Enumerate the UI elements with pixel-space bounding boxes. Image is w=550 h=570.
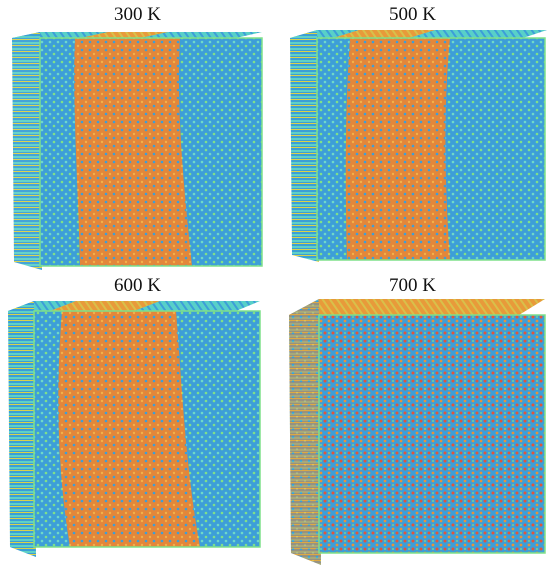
top-face-orange xyxy=(333,30,435,38)
crystal-box-600k xyxy=(8,301,261,557)
crystal-box-300k xyxy=(12,32,263,270)
orange-domain xyxy=(74,38,192,266)
panel-300k: 300 K xyxy=(0,0,275,275)
side-face-orange xyxy=(289,299,321,565)
top-face-orange xyxy=(80,32,168,38)
front-face xyxy=(319,315,545,553)
side-face xyxy=(12,32,42,270)
panel-500k: 500 K xyxy=(275,0,550,275)
crystal-box-700k xyxy=(289,299,546,565)
panel-700k: 700 K xyxy=(275,275,550,570)
side-face xyxy=(290,30,319,262)
panel-label: 700 K xyxy=(389,275,436,296)
top-face xyxy=(289,299,545,315)
panel-600k: 600 K xyxy=(0,275,275,570)
orange-domain xyxy=(58,311,200,547)
crystal-box-500k xyxy=(290,30,547,262)
panel-label: 600 K xyxy=(114,275,161,296)
panel-label: 300 K xyxy=(114,4,161,25)
orange-domain xyxy=(345,38,450,260)
side-face xyxy=(8,301,36,557)
panel-label: 500 K xyxy=(389,4,436,25)
top-face-orange xyxy=(50,301,160,311)
